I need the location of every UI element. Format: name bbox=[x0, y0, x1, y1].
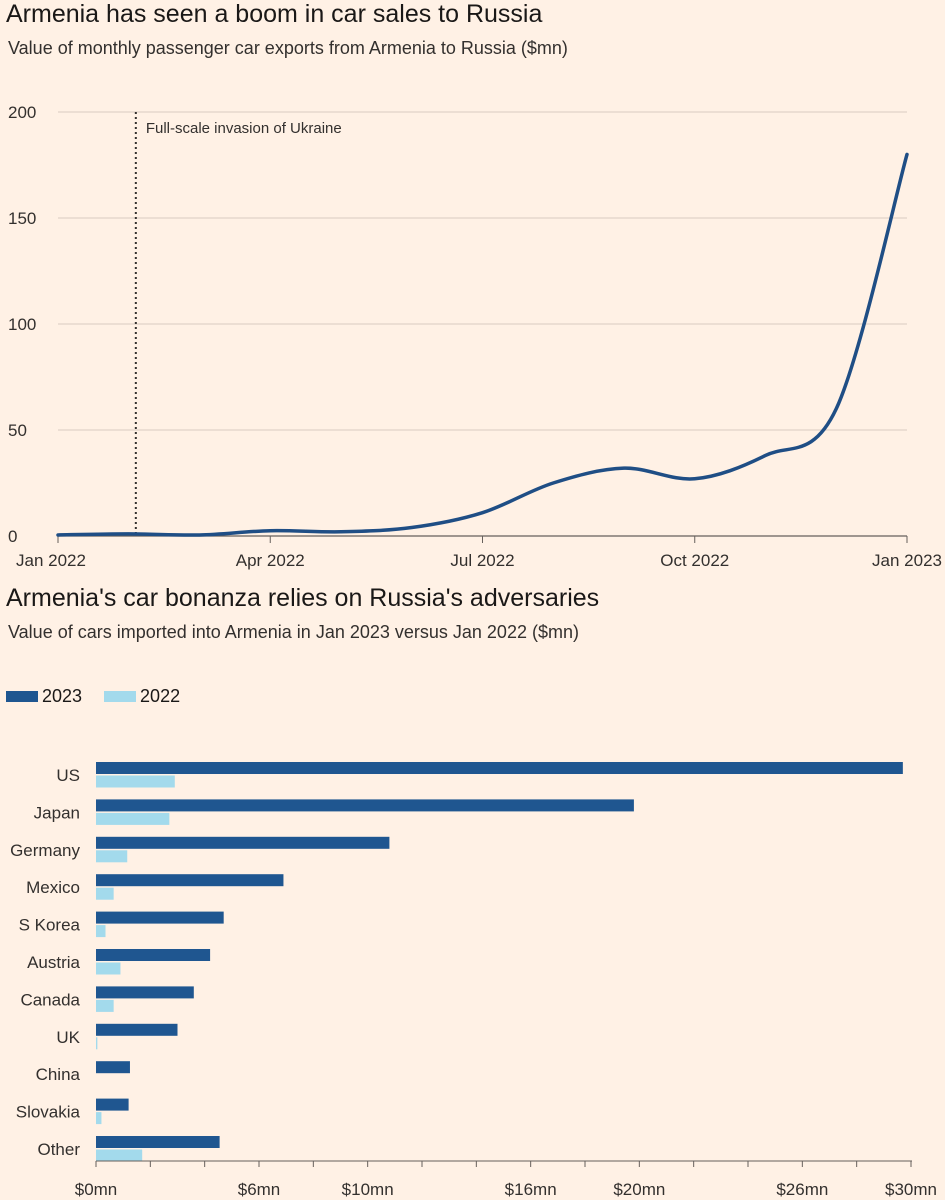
category-label-us: US bbox=[56, 766, 80, 785]
x-tick-label-30: $30mn bbox=[885, 1180, 937, 1199]
category-label-uk: UK bbox=[56, 1028, 80, 1047]
y-tick-label-100: 100 bbox=[8, 315, 36, 334]
bar-other-2023 bbox=[96, 1136, 220, 1148]
bar-other-2022 bbox=[96, 1149, 143, 1162]
x-tick-label-4: Jan 2023 bbox=[872, 551, 942, 570]
bar-mexico-2022 bbox=[96, 887, 114, 900]
bar-s-korea-2022 bbox=[96, 925, 106, 938]
line-chart: 0 50 100 150 200 Jan 2022 Apr 2022 Jul 2022 Oct … bbox=[8, 103, 942, 570]
bar-mexico-2023 bbox=[96, 874, 284, 887]
x-tick-label-26: $26mn bbox=[776, 1180, 828, 1199]
legend-label-2023: 2023 bbox=[42, 686, 83, 706]
bar-chart-legend: 2023 2022 bbox=[6, 686, 202, 707]
bar-slovakia-2023 bbox=[96, 1098, 129, 1111]
bar-austria-2022 bbox=[96, 962, 121, 975]
legend-label-2022: 2022 bbox=[140, 686, 181, 706]
bar-china-2023 bbox=[96, 1061, 130, 1074]
legend-item-2022: 2022 bbox=[104, 686, 180, 707]
category-label-s-korea: S Korea bbox=[19, 916, 81, 935]
bar-austria-2023 bbox=[96, 949, 211, 961]
legend-swatch-2022 bbox=[104, 691, 137, 702]
line-chart-title: Armenia has seen a boom in car sales to … bbox=[6, 0, 543, 28]
x-tick-label-1: Apr 2022 bbox=[236, 551, 305, 570]
category-label-canada: Canada bbox=[20, 990, 80, 1009]
y-tick-label-200: 200 bbox=[8, 103, 36, 122]
bar-japan-2023 bbox=[96, 799, 634, 812]
category-label-slovakia: Slovakia bbox=[16, 1103, 81, 1122]
line-chart-subtitle: Value of monthly passenger car exports f… bbox=[8, 38, 568, 58]
x-tick-label-0: Jan 2022 bbox=[16, 551, 86, 570]
bar-us-2023 bbox=[96, 762, 903, 774]
bar-us-2022 bbox=[96, 775, 175, 788]
x-tick-label-10: $10mn bbox=[342, 1180, 394, 1199]
x-tick-label-16: $16mn bbox=[505, 1180, 557, 1199]
category-label-other: Other bbox=[37, 1140, 80, 1159]
bar-uk-2022 bbox=[96, 1037, 98, 1050]
bar-s-korea-2023 bbox=[96, 911, 224, 924]
bar-chart-title: Armenia's car bonanza relies on Russia's… bbox=[6, 584, 600, 612]
series-line-exports bbox=[56, 152, 909, 537]
category-label-austria: Austria bbox=[27, 953, 80, 972]
y-tick-label-0: 0 bbox=[8, 527, 17, 546]
legend-item-2023: 2023 bbox=[6, 686, 82, 707]
category-label-china: China bbox=[36, 1065, 81, 1084]
bar-uk-2023 bbox=[96, 1023, 178, 1036]
x-tick-label-3: Oct 2022 bbox=[660, 551, 729, 570]
category-label-mexico: Mexico bbox=[26, 878, 80, 897]
bar-canada-2023 bbox=[96, 986, 194, 999]
x-tick-label-6: $6mn bbox=[238, 1180, 281, 1199]
category-label-japan: Japan bbox=[34, 803, 80, 822]
bar-japan-2022 bbox=[96, 812, 170, 825]
y-tick-label-50: 50 bbox=[8, 421, 27, 440]
x-tick-label-20: $20mn bbox=[613, 1180, 665, 1199]
bar-germany-2023 bbox=[96, 836, 390, 849]
invasion-marker-label: Full-scale invasion of Ukraine bbox=[146, 120, 342, 137]
bar-germany-2022 bbox=[96, 850, 128, 863]
bar-canada-2022 bbox=[96, 999, 114, 1012]
bar-slovakia-2022 bbox=[96, 1112, 102, 1125]
x-tick-label-2: Jul 2022 bbox=[450, 551, 514, 570]
y-tick-label-150: 150 bbox=[8, 209, 36, 228]
x-tick-label-0: $0mn bbox=[75, 1180, 118, 1199]
bar-chart-subtitle: Value of cars imported into Armenia in J… bbox=[8, 622, 579, 642]
legend-swatch-2023 bbox=[6, 691, 38, 702]
category-label-germany: Germany bbox=[10, 841, 80, 860]
